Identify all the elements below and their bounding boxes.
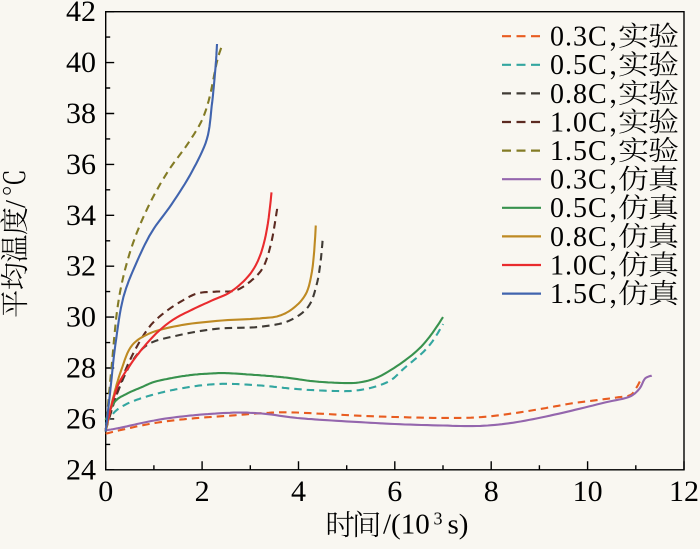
svg-text:1.5C: 1.5C <box>550 136 608 167</box>
svg-text:3: 3 <box>434 509 443 529</box>
svg-text:/(10: /(10 <box>383 509 430 541</box>
svg-text:38: 38 <box>66 97 96 130</box>
svg-text:/: / <box>0 199 32 208</box>
svg-text:0.3C: 0.3C <box>550 165 608 196</box>
svg-text:42: 42 <box>66 0 96 28</box>
svg-text:34: 34 <box>66 199 96 232</box>
svg-text:36: 36 <box>66 148 96 181</box>
svg-text:10: 10 <box>573 475 603 508</box>
svg-text:0.5C: 0.5C <box>550 50 608 81</box>
svg-text:0.8C: 0.8C <box>550 222 608 253</box>
svg-text:6: 6 <box>387 475 402 508</box>
svg-text:40: 40 <box>66 46 96 79</box>
svg-text:0: 0 <box>98 475 113 508</box>
svg-text:1.0C: 1.0C <box>550 250 608 281</box>
svg-text:26: 26 <box>66 402 96 435</box>
svg-text:0.8C: 0.8C <box>550 79 608 110</box>
svg-text:12: 12 <box>669 475 699 508</box>
svg-text:1.5C: 1.5C <box>550 279 608 310</box>
svg-text:1.0C: 1.0C <box>550 107 608 138</box>
svg-text:8: 8 <box>484 475 499 508</box>
svg-text:24: 24 <box>66 453 96 486</box>
svg-text:30: 30 <box>66 301 96 334</box>
svg-text:32: 32 <box>66 250 96 283</box>
svg-text:0.5C: 0.5C <box>550 193 608 224</box>
svg-text:0.3C: 0.3C <box>550 22 608 53</box>
svg-text:2: 2 <box>195 475 210 508</box>
svg-text:4: 4 <box>291 475 306 508</box>
svg-text:28: 28 <box>66 352 96 385</box>
svg-text:s): s) <box>448 509 469 541</box>
